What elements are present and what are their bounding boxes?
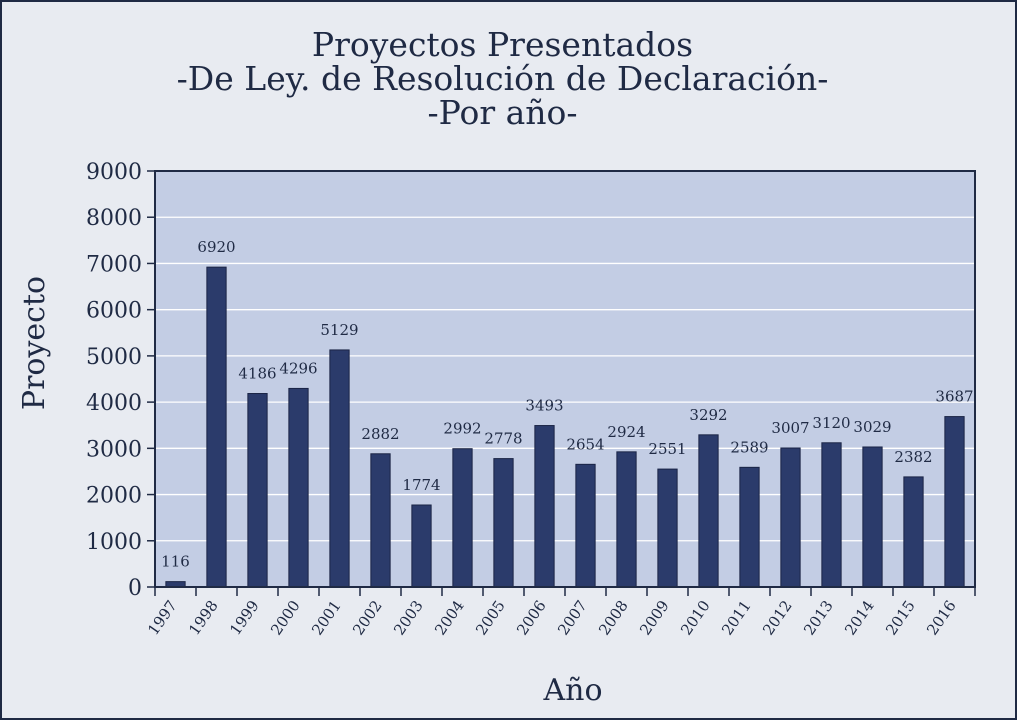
x-tick-label-1999: 1999 [226,597,263,639]
bar-2006 [534,425,555,588]
data-label-2014: 3029 [853,418,891,436]
y-tick-label: 3000 [86,437,142,462]
x-tick-label-2008: 2008 [595,597,632,639]
x-tick-label-2001: 2001 [308,597,345,639]
y-tick-label: 8000 [86,206,142,231]
data-label-2016: 3687 [935,388,973,406]
x-axis-title: Año [542,673,602,708]
bar-2003 [411,504,432,588]
data-label-2009: 2551 [648,440,686,458]
bar-2010 [698,434,719,588]
data-label-2006: 3493 [525,397,563,415]
bar-2012 [780,447,801,588]
chart-title-line-3: -Por año- [427,93,578,132]
x-tick-label-1998: 1998 [185,597,222,639]
data-label-2008: 2924 [607,423,645,441]
data-label-2012: 3007 [771,419,809,437]
x-tick-label-2003: 2003 [390,597,427,639]
x-tick-label-2004: 2004 [431,597,468,639]
x-tick-label-2012: 2012 [759,597,796,639]
bar-2007 [575,463,596,588]
data-label-2001: 5129 [320,321,358,339]
data-label-2010: 3292 [689,406,727,424]
x-tick-label-2002: 2002 [349,597,386,639]
data-label-1999: 4186 [238,365,276,383]
bar-2002 [370,453,391,588]
bar-2004 [452,448,473,588]
data-label-2002: 2882 [361,425,399,443]
chart-title-line-1: Proyectos Presentados [311,25,694,64]
plot-border [154,170,976,588]
bar-2013 [821,442,842,588]
y-tick-label: 1000 [86,530,142,555]
x-tick-label-2009: 2009 [636,597,673,639]
bar-2000 [288,387,309,588]
chart-title: Proyectos Presentados -De Ley. de Resolu… [0,28,1005,130]
y-tick-label: 5000 [86,345,142,370]
data-label-1997: 116 [161,553,190,571]
plot-area [155,171,975,587]
bar-2005 [493,458,514,588]
x-tick-label-2010: 2010 [677,597,714,639]
data-label-2005: 2778 [484,430,522,448]
x-tick-label-2015: 2015 [882,597,919,639]
x-tick-label-1997: 1997 [144,597,181,639]
x-tick-label-2000: 2000 [267,597,304,639]
bar-1999 [247,393,268,588]
bar-1998 [206,266,227,588]
y-tick-label: 0 [128,576,142,601]
y-tick-label: 7000 [86,252,142,277]
x-tick-label-2013: 2013 [800,597,837,639]
data-label-2013: 3120 [812,414,850,432]
data-label-2007: 2654 [566,435,604,453]
x-tick-label-2011: 2011 [718,597,755,639]
bar-2009 [657,468,678,588]
y-axis-title: Proyecto [17,276,52,410]
data-label-1998: 6920 [197,238,235,256]
data-label-2004: 2992 [443,420,481,438]
data-label-2011: 2589 [730,438,768,456]
bar-2016 [944,416,965,588]
data-label-2003: 1774 [402,476,440,494]
data-label-2000: 4296 [279,359,317,377]
x-tick-label-2016: 2016 [923,597,960,639]
bar-2008 [616,451,637,588]
x-tick-label-2014: 2014 [841,597,878,639]
y-tick-label: 2000 [86,484,142,509]
y-tick-label: 4000 [86,391,142,416]
chart-title-line-2: -De Ley. de Resolución de Declaración- [176,59,829,98]
bar-2015 [903,476,924,588]
bar-2001 [329,349,350,588]
x-tick-label-2005: 2005 [472,597,509,639]
y-tick-label: 6000 [86,299,142,324]
bar-2014 [862,446,883,588]
x-tick-label-2006: 2006 [513,597,550,639]
bar-2011 [739,466,760,588]
y-tick-label: 9000 [86,160,142,185]
x-tick-label-2007: 2007 [554,597,591,639]
data-label-2015: 2382 [894,448,932,466]
